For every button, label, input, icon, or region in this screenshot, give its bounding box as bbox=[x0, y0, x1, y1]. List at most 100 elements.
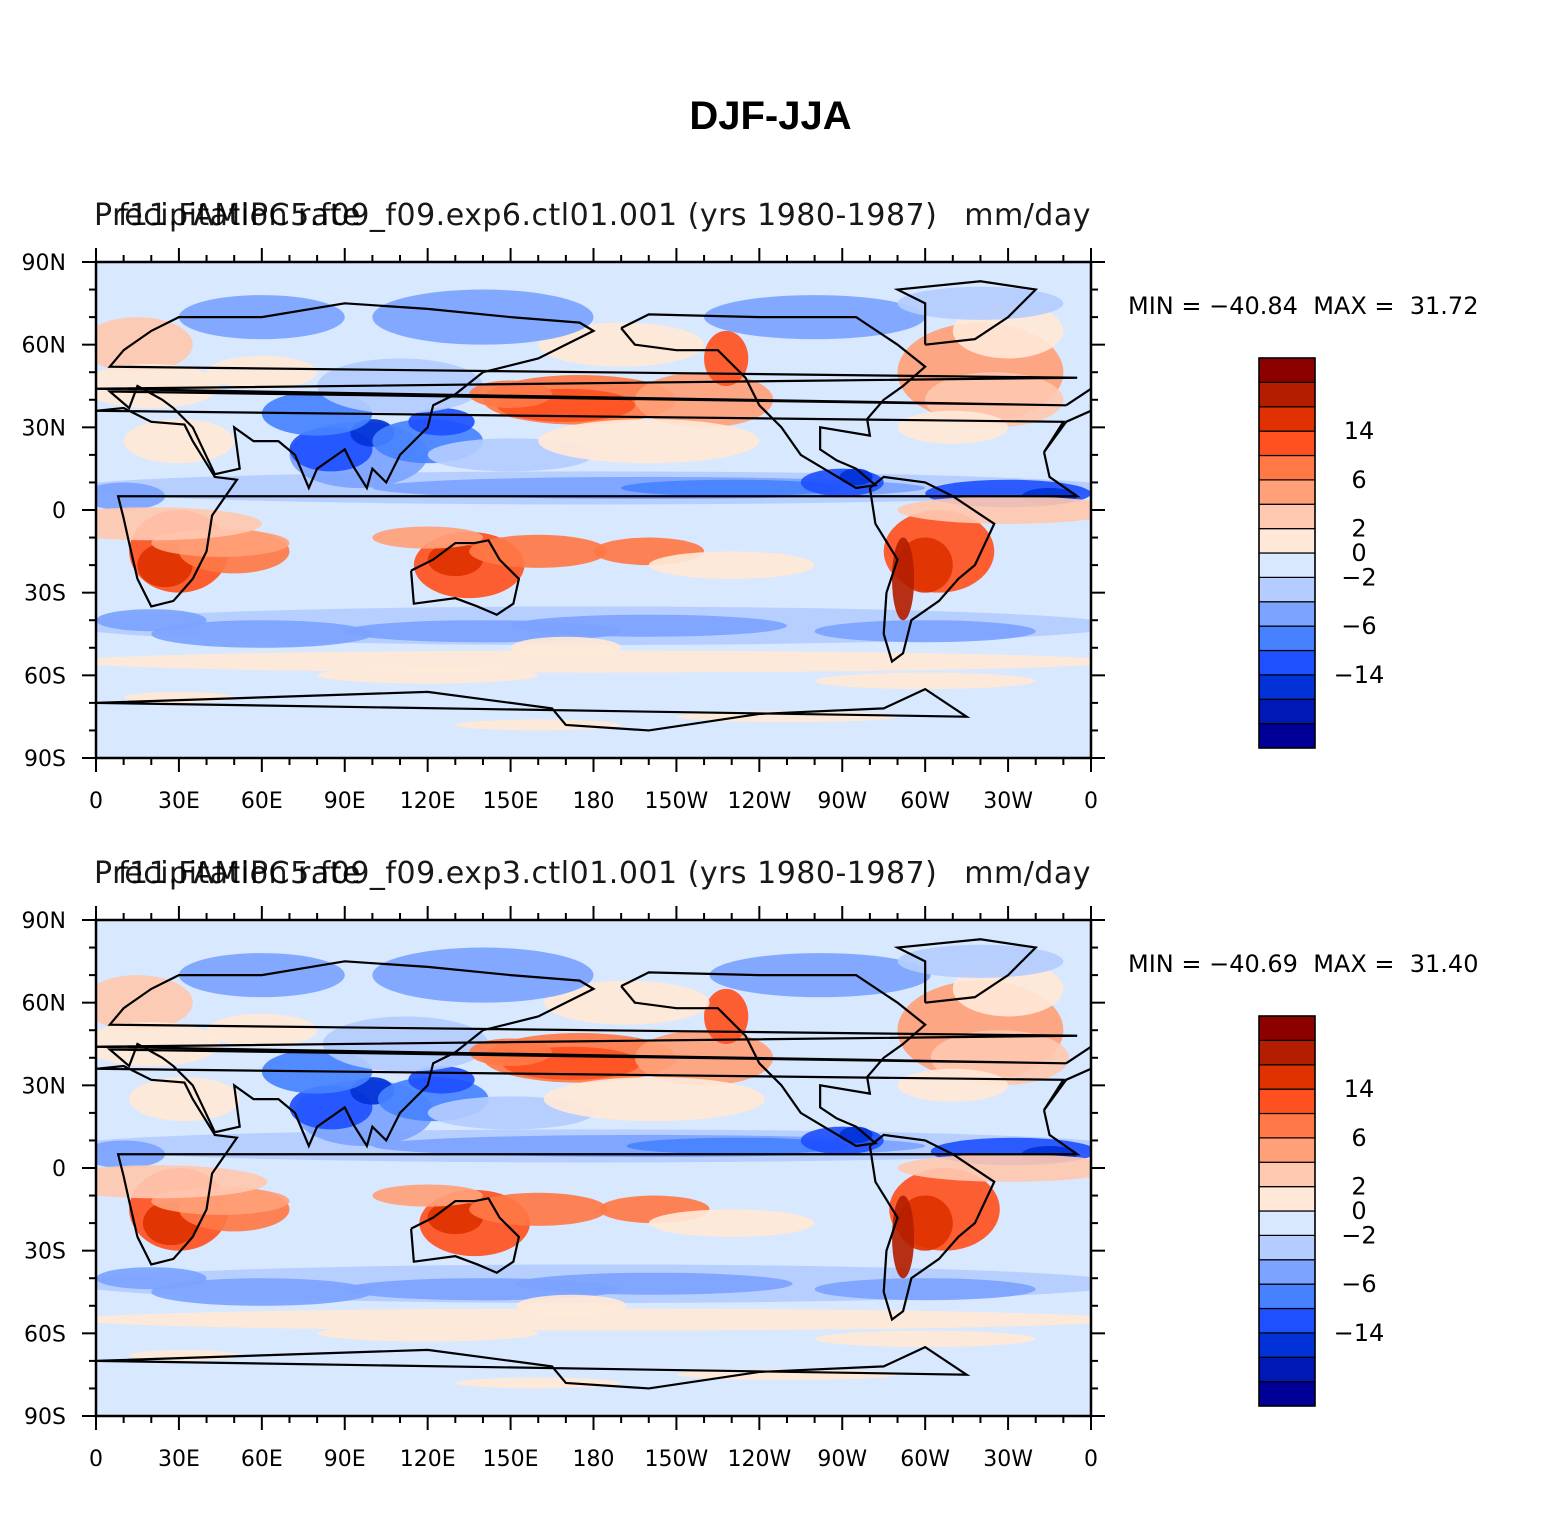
colorbar-label: −14 bbox=[1334, 661, 1385, 689]
colorbar-label: −6 bbox=[1341, 1270, 1376, 1298]
lat-label: 90S bbox=[24, 1405, 66, 1430]
lon-label: 60E bbox=[241, 789, 283, 814]
lat-label: 30N bbox=[22, 416, 66, 441]
colorbar-label: −14 bbox=[1334, 1319, 1385, 1347]
colorbar-swatch bbox=[1258, 1064, 1316, 1090]
contour-patch bbox=[897, 1068, 1009, 1102]
contour-patch bbox=[516, 1272, 793, 1295]
precip-field bbox=[96, 286, 1091, 731]
colorbar-swatch bbox=[1258, 381, 1316, 408]
contour-patch bbox=[372, 289, 594, 345]
contour-patch bbox=[538, 322, 705, 367]
colorbar-swatch bbox=[1258, 1015, 1316, 1041]
contour-patch bbox=[372, 1184, 483, 1207]
colorbar-label: −2 bbox=[1341, 563, 1376, 591]
contour-patch bbox=[427, 543, 483, 577]
contour-patch bbox=[96, 1308, 1091, 1331]
max-value: MAX = 31.40 bbox=[1313, 950, 1479, 978]
iberia-outline bbox=[1065, 1045, 1091, 1065]
lon-label: 0 bbox=[1084, 1447, 1098, 1472]
lon-label: 150E bbox=[483, 1447, 539, 1472]
colorbar-label: −6 bbox=[1341, 612, 1376, 640]
eurasia-outline bbox=[96, 302, 1078, 491]
lon-label: 30E bbox=[158, 1447, 200, 1472]
lat-label: 60S bbox=[24, 1322, 66, 1347]
lat-label: 0 bbox=[52, 499, 66, 524]
lat-label: 90N bbox=[22, 251, 66, 276]
north-america-outline bbox=[620, 313, 927, 490]
contour-patch bbox=[510, 614, 787, 637]
min-max-stats: MIN = −40.84 MAX = 31.72 bbox=[1128, 292, 1478, 320]
lon-label: 60E bbox=[241, 1447, 283, 1472]
contour-patch bbox=[626, 1137, 848, 1155]
contour-patch bbox=[206, 355, 318, 389]
contour-patch bbox=[510, 636, 622, 659]
contour-patch bbox=[96, 609, 207, 632]
africa-outline bbox=[96, 406, 1081, 608]
colorbar-swatch bbox=[1258, 1332, 1316, 1358]
lon-label: 0 bbox=[89, 1447, 103, 1472]
lat-label: 90N bbox=[22, 909, 66, 934]
figure-title: DJF-JJA bbox=[689, 94, 852, 138]
contour-patch bbox=[96, 1267, 207, 1290]
colorbar-swatch bbox=[1258, 1234, 1316, 1261]
colorbar-label: 2 bbox=[1351, 515, 1366, 543]
contour-patch bbox=[897, 286, 1064, 320]
min-value: MIN = −40.69 bbox=[1128, 950, 1298, 978]
contour-patch bbox=[151, 1278, 373, 1306]
greenland-outline bbox=[893, 938, 1039, 1004]
contour-patch bbox=[839, 468, 873, 486]
lat-label: 60S bbox=[24, 664, 66, 689]
precip-map-1: 90N 60N 30N 0 30S 60S 90S 0 30E 60E 90E 120E 150E 180… bbox=[22, 248, 1385, 814]
map-panel-1: Precipitation rate f11.FAMIPC5.f09_f09.e… bbox=[0, 0, 1541, 814]
colorbar-swatch bbox=[1258, 1259, 1316, 1285]
contour-patch bbox=[469, 1038, 553, 1067]
contour-patch bbox=[892, 1195, 915, 1279]
contour-patch bbox=[892, 537, 915, 621]
lat-label: 60N bbox=[22, 334, 66, 359]
lat-label: 30N bbox=[22, 1074, 66, 1099]
colorbar-swatch bbox=[1258, 479, 1316, 505]
contour-patch bbox=[96, 650, 1091, 673]
units-label: mm/day bbox=[964, 198, 1091, 233]
contour-patch bbox=[648, 551, 815, 579]
variable-label: Precipitation rate bbox=[94, 856, 361, 891]
variable-label: Precipitation rate bbox=[94, 198, 361, 233]
lon-label: 90W bbox=[817, 789, 867, 814]
contour-patch bbox=[897, 944, 1064, 978]
contour-patch bbox=[543, 980, 710, 1025]
contour-patch bbox=[897, 410, 1009, 444]
iberia-outline bbox=[1065, 387, 1091, 407]
contour-patch bbox=[317, 667, 539, 684]
contour-patch bbox=[96, 507, 262, 541]
colorbar-swatch bbox=[1258, 1137, 1316, 1163]
colorbar-label: 2 bbox=[1351, 1173, 1366, 1201]
contour-patch bbox=[372, 947, 594, 1003]
africa-outline bbox=[96, 1064, 1081, 1266]
lon-label: 90E bbox=[324, 789, 366, 814]
colorbar-frame bbox=[1258, 357, 1316, 749]
contour-patch bbox=[814, 672, 1036, 690]
max-value: MAX = 31.72 bbox=[1313, 292, 1479, 320]
contour-patch bbox=[469, 1192, 608, 1226]
lon-label: 90W bbox=[817, 1447, 867, 1472]
colorbar-swatch bbox=[1258, 406, 1316, 432]
contour-patch bbox=[96, 363, 221, 409]
lon-label: 30E bbox=[158, 789, 200, 814]
colorbar-swatch bbox=[1258, 357, 1316, 383]
contour-patch bbox=[543, 1077, 765, 1122]
axis-ticks bbox=[82, 906, 1105, 1430]
contour-patch bbox=[455, 719, 622, 731]
contour-patch bbox=[516, 1294, 627, 1317]
precip-map-2: 90N 60N 30N 0 30S 60S 90S 0 30E 60E 90E 120E 150E 180… bbox=[22, 906, 1385, 1472]
contour-patch bbox=[648, 1209, 815, 1237]
contour-patch bbox=[372, 526, 483, 549]
case-label: f11.FAMIPC5.f09_f09.exp6.ctl01.001 (yrs … bbox=[118, 198, 938, 233]
colorbar-swatch bbox=[1258, 1356, 1316, 1383]
colorbar-swatch bbox=[1258, 1307, 1316, 1334]
contour-patch bbox=[129, 1077, 240, 1122]
colorbar-swatch bbox=[1258, 1210, 1316, 1236]
australia-outline bbox=[409, 1197, 521, 1274]
lon-label: 30W bbox=[983, 1447, 1033, 1472]
lat-label: 0 bbox=[52, 1157, 66, 1182]
